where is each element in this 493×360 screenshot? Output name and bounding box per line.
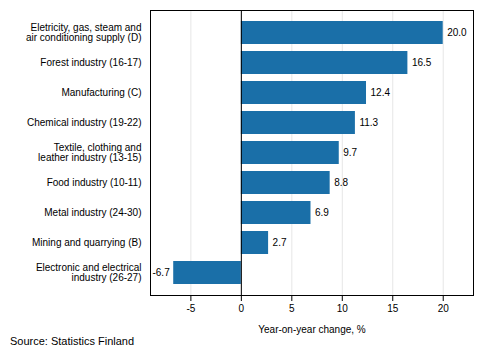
svg-text:Electronic and electricalindus: Electronic and electricalindustry (26-27… — [36, 262, 142, 283]
svg-text:Metal industry (24-30): Metal industry (24-30) — [44, 207, 141, 218]
svg-text:11.3: 11.3 — [359, 117, 378, 128]
svg-text:-5: -5 — [186, 303, 195, 314]
svg-text:2.7: 2.7 — [273, 237, 287, 248]
svg-text:0: 0 — [239, 303, 245, 314]
svg-text:15: 15 — [387, 303, 399, 314]
svg-text:10: 10 — [337, 303, 349, 314]
svg-text:Chemical industry (19-22): Chemical industry (19-22) — [27, 117, 142, 128]
svg-text:Mining and quarrying (B): Mining and quarrying (B) — [32, 237, 142, 248]
svg-text:Textile, clothing andleather i: Textile, clothing andleather industry (1… — [38, 142, 141, 163]
svg-text:6.9: 6.9 — [315, 207, 329, 218]
html-text:Source: Statistics Finland: Source: Statistics Finland — [10, 335, 135, 347]
svg-text:Manufacturing (C): Manufacturing (C) — [61, 87, 141, 98]
svg-text:5: 5 — [289, 303, 295, 314]
svg-text:20: 20 — [438, 303, 450, 314]
svg-text:8.8: 8.8 — [334, 177, 348, 188]
svg-text:12.4: 12.4 — [371, 87, 391, 98]
svg-text:16.5: 16.5 — [412, 57, 432, 68]
svg-text:Year-on-year change, %: Year-on-year change, % — [258, 324, 366, 335]
svg-text:9.7: 9.7 — [343, 147, 357, 158]
svg-text:20.0: 20.0 — [447, 27, 467, 38]
svg-text:-6.7: -6.7 — [152, 267, 170, 278]
svg-text:Forest industry (16-17): Forest industry (16-17) — [40, 57, 141, 68]
svg-text:Food industry (10-11): Food industry (10-11) — [47, 177, 142, 188]
svg-text:Eletricity, gas, steam andair: Eletricity, gas, steam andair conditioni… — [26, 22, 142, 43]
